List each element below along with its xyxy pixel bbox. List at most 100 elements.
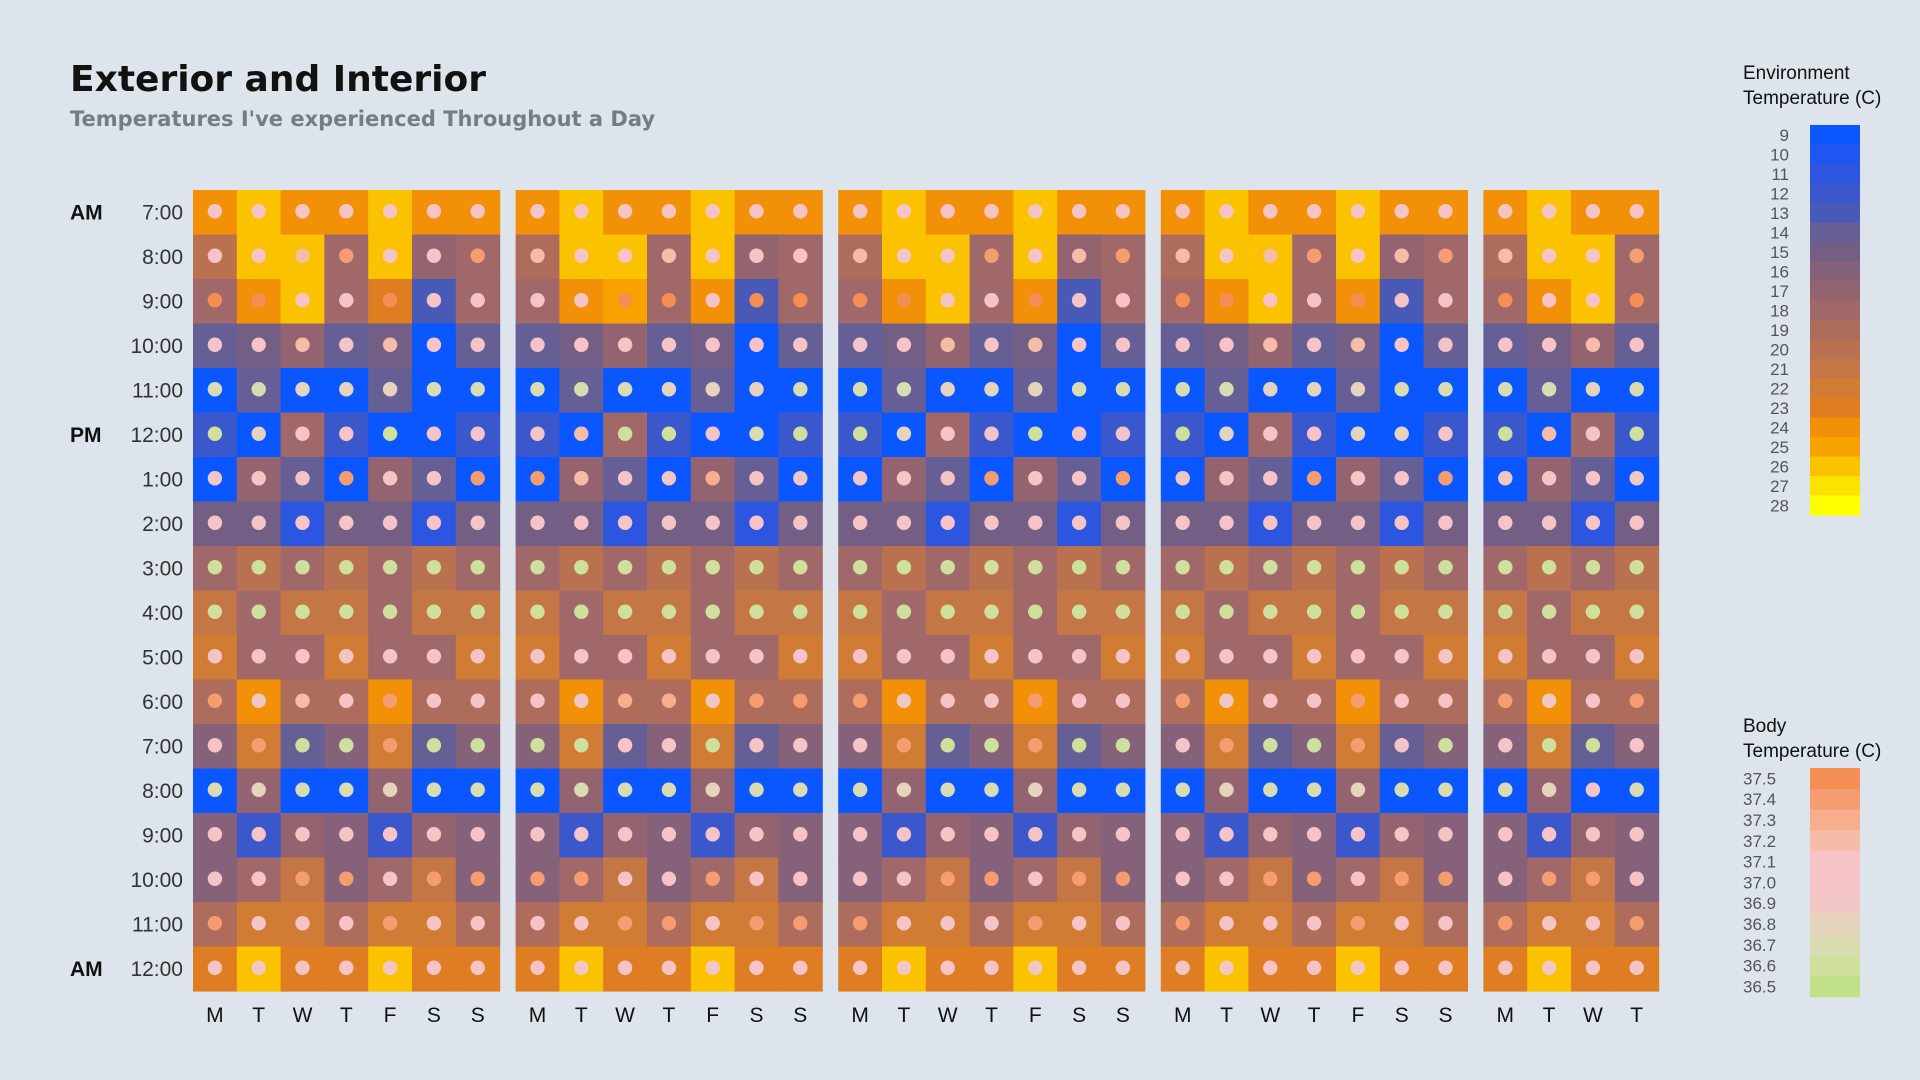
body-temp-dot	[705, 248, 720, 263]
environment-legend-swatch	[1810, 183, 1860, 204]
time-label: 8:00	[142, 780, 183, 803]
body-legend-label: 37.4	[1743, 790, 1776, 809]
body-temp-dot	[530, 560, 545, 575]
body-temp-dot	[1350, 604, 1366, 619]
body-temp-dot	[574, 560, 589, 575]
body-temp-dot	[940, 337, 955, 352]
day-label: S	[427, 1004, 441, 1027]
body-temp-dot	[295, 693, 310, 708]
body-temp-dot	[1629, 515, 1644, 530]
body-temp-dot	[1438, 515, 1453, 530]
body-temp-dot	[1175, 248, 1190, 263]
body-temp-dot	[295, 604, 310, 619]
body-temp-dot	[1306, 337, 1322, 352]
body-temp-dot	[1071, 649, 1087, 664]
body-temp-dot	[661, 560, 677, 575]
body-temp-dot	[852, 916, 868, 931]
body-temp-dot	[339, 604, 354, 619]
body-temp-dot	[1028, 293, 1043, 308]
body-temp-dot	[852, 827, 868, 842]
body-temp-dot	[1541, 382, 1557, 397]
body-temp-dot	[1028, 560, 1043, 575]
body-temp-dot	[426, 738, 442, 753]
body-temp-dot	[705, 382, 720, 397]
body-temp-dot	[1306, 471, 1322, 486]
time-label: 9:00	[142, 824, 183, 847]
body-temp-dot	[1585, 960, 1601, 975]
body-temp-dot	[1541, 515, 1557, 530]
chart-title: Exterior and Interior	[70, 59, 486, 100]
body-temp-dot	[1541, 471, 1557, 486]
body-temp-dot	[530, 827, 545, 842]
body-temp-dot	[1306, 693, 1322, 708]
body-temp-dot	[295, 337, 310, 352]
body-temp-dot	[1071, 960, 1087, 975]
body-temp-dot	[1306, 782, 1322, 797]
body-temp-dot	[1394, 471, 1409, 486]
body-temp-dot	[1541, 604, 1557, 619]
body-temp-dot	[426, 649, 442, 664]
environment-legend-label: 17	[1770, 282, 1789, 301]
chart-subtitle: Temperatures I've experienced Throughout…	[70, 107, 655, 131]
body-temp-dot	[1028, 782, 1043, 797]
body-temp-dot	[574, 248, 589, 263]
body-temp-dot	[1438, 293, 1453, 308]
body-temp-dot	[1350, 471, 1366, 486]
body-temp-dot	[1394, 960, 1409, 975]
body-temp-dot	[1115, 916, 1131, 931]
body-temp-dot	[1541, 738, 1557, 753]
body-temp-dot	[207, 471, 223, 486]
day-label: T	[1543, 1004, 1556, 1027]
body-temp-dot	[1115, 604, 1131, 619]
body-temp-dot	[1438, 248, 1453, 263]
body-temp-dot	[1263, 960, 1278, 975]
environment-legend-label: 23	[1770, 399, 1789, 418]
body-temp-dot	[896, 204, 912, 219]
body-temp-dot	[1219, 293, 1234, 308]
body-temp-dot	[251, 471, 266, 486]
body-temp-dot	[617, 560, 633, 575]
body-temp-dot	[940, 293, 955, 308]
body-temp-dot	[1263, 560, 1278, 575]
day-label: T	[575, 1004, 588, 1027]
body-temp-dot	[1350, 871, 1366, 886]
time-label: 6:00	[142, 691, 183, 714]
body-temp-dot	[896, 916, 912, 931]
body-temp-dot	[382, 604, 398, 619]
body-temp-dot	[1498, 649, 1513, 664]
body-temp-dot	[426, 204, 442, 219]
body-temp-dot	[1585, 827, 1601, 842]
body-temp-dot	[1219, 738, 1234, 753]
body-temp-dot	[1629, 960, 1644, 975]
body-temp-dot	[1175, 293, 1190, 308]
body-temp-dot	[1394, 604, 1409, 619]
body-temp-dot	[1541, 827, 1557, 842]
body-temp-dot	[793, 693, 808, 708]
body-legend-swatch	[1810, 830, 1860, 852]
time-axis: 7:00 8:00 9:00 10:00 11:00 12:00 1:00 2:00 3:00 4…	[130, 201, 183, 980]
body-temp-dot	[1438, 649, 1453, 664]
environment-legend-label: 22	[1770, 379, 1789, 398]
environment-legend-swatch	[1810, 398, 1860, 419]
body-temp-dot	[661, 604, 677, 619]
environment-legend-label: 9	[1780, 126, 1789, 145]
body-temp-dot	[793, 782, 808, 797]
body-temp-dot	[382, 337, 398, 352]
body-temp-dot	[1306, 604, 1322, 619]
body-temp-dot	[705, 871, 720, 886]
body-temp-dot	[339, 782, 354, 797]
body-temp-dot	[1175, 560, 1190, 575]
body-temp-dot	[661, 382, 677, 397]
body-temp-dot	[896, 337, 912, 352]
body-temp-dot	[1438, 916, 1453, 931]
body-temp-dot	[1350, 337, 1366, 352]
body-temp-dot	[1071, 604, 1087, 619]
body-temp-dot	[1219, 204, 1234, 219]
environment-legend-label: 14	[1770, 223, 1789, 242]
environment-legend-swatch	[1810, 125, 1860, 146]
body-temp-dot	[1071, 693, 1087, 708]
body-temp-dot	[251, 560, 266, 575]
environment-legend-swatch	[1810, 456, 1860, 477]
body-temp-dot	[1350, 293, 1366, 308]
body-temp-dot	[207, 738, 223, 753]
